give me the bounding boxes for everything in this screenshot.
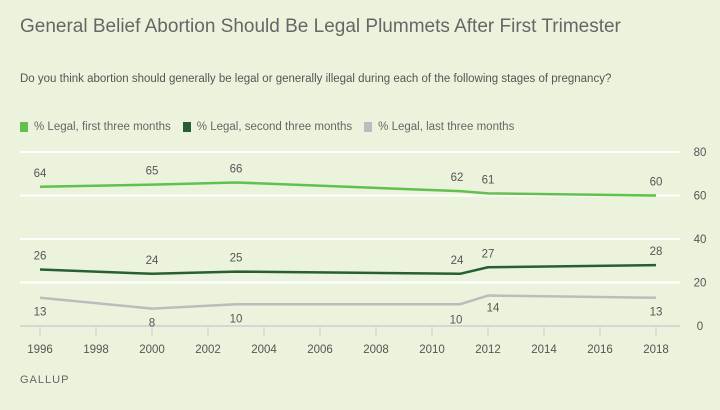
series-line-3 xyxy=(39,294,657,310)
x-tick-label: 2016 xyxy=(587,344,613,356)
data-label: 66 xyxy=(230,163,243,175)
legend-item-second: % Legal, second three months xyxy=(182,121,353,133)
data-label: 13 xyxy=(34,307,47,319)
data-label: 25 xyxy=(230,253,243,265)
data-label: 24 xyxy=(146,255,159,267)
legend-item-first: % Legal, first three months xyxy=(20,121,171,133)
legend-label: % Legal, last three months xyxy=(378,121,515,133)
x-tick-label: 2004 xyxy=(251,344,277,356)
legend: % Legal, first three months % Legal, sec… xyxy=(20,121,514,133)
data-label: 61 xyxy=(482,174,495,186)
data-label: 28 xyxy=(650,246,663,258)
x-tick-label: 1998 xyxy=(83,344,109,356)
data-label: 10 xyxy=(450,314,463,326)
x-tick-label: 2010 xyxy=(419,344,445,356)
y-tick-label: 60 xyxy=(694,191,707,203)
data-label: 13 xyxy=(650,307,663,319)
data-label: 24 xyxy=(451,255,464,267)
data-label: 27 xyxy=(482,248,495,260)
series-line-1 xyxy=(39,181,657,197)
chart-subtitle: Do you think abortion should generally b… xyxy=(20,73,612,85)
legend-swatch xyxy=(182,122,191,132)
y-tick-label: 80 xyxy=(694,147,707,159)
x-tick-label: 2008 xyxy=(363,344,389,356)
legend-label: % Legal, second three months xyxy=(196,121,353,133)
legend-label: % Legal, first three months xyxy=(34,121,171,133)
chart-title: General Belief Abortion Should Be Legal … xyxy=(20,16,621,37)
legend-item-last: % Legal, last three months xyxy=(364,121,514,133)
y-tick-label: 40 xyxy=(694,234,707,246)
x-tick-label: 2014 xyxy=(531,344,557,356)
x-tick-label: 2000 xyxy=(139,344,165,356)
data-label: 8 xyxy=(149,318,155,330)
x-tick-label: 2012 xyxy=(475,344,501,356)
data-label: 14 xyxy=(487,303,500,315)
x-tick-label: 2018 xyxy=(643,344,669,356)
data-label: 26 xyxy=(34,250,47,262)
y-tick-label: 0 xyxy=(697,321,703,333)
legend-swatch xyxy=(20,122,28,132)
source-label: GALLUP xyxy=(20,374,70,386)
data-label: 62 xyxy=(451,172,464,184)
data-label: 60 xyxy=(650,177,663,189)
x-tick-label: 1996 xyxy=(27,344,53,356)
y-tick-label: 20 xyxy=(694,278,707,290)
x-tick-label: 2006 xyxy=(307,344,333,356)
data-label: 65 xyxy=(146,166,159,178)
x-tick-label: 2002 xyxy=(195,344,221,356)
data-label: 64 xyxy=(34,168,47,180)
data-label: 10 xyxy=(230,313,243,325)
series-line-2 xyxy=(39,263,657,276)
legend-swatch xyxy=(364,122,373,132)
